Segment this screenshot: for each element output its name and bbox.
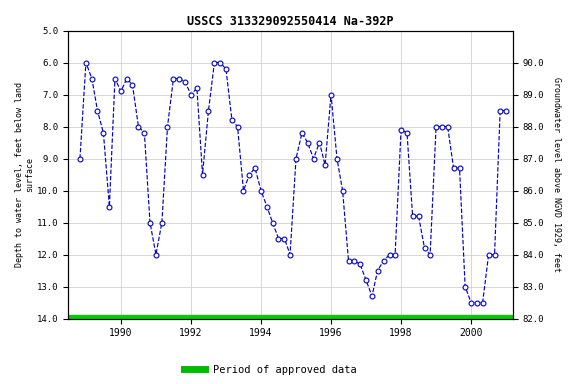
Title: USSCS 313329092550414 Na-392P: USSCS 313329092550414 Na-392P <box>187 15 394 28</box>
Y-axis label: Groundwater level above NGVD 1929, feet: Groundwater level above NGVD 1929, feet <box>552 77 561 272</box>
Y-axis label: Depth to water level, feet below land
surface: Depth to water level, feet below land su… <box>15 82 35 267</box>
Legend: Period of approved data: Period of approved data <box>180 361 361 379</box>
